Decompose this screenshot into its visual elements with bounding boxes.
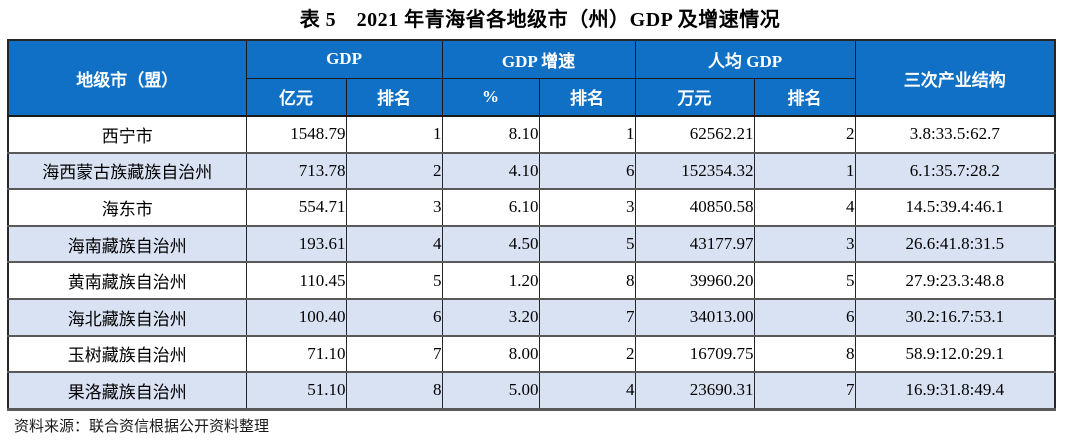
- per-capita-rank-cell: 1: [753, 151, 856, 190]
- per-capita-value-cell: 43177.97: [634, 224, 755, 263]
- per-capita-rank-cell: 6: [753, 297, 856, 336]
- per-capita-value-cell: 62562.21: [634, 115, 755, 153]
- source-note: 资料来源：联合资信根据公开资料整理: [14, 418, 270, 435]
- per-capita-value-cell: 23690.31: [634, 371, 755, 410]
- growth-value-cell: 4.50: [441, 224, 540, 263]
- table-body: 西宁市 1548.79 1 8.10 1 62562.21 2 3.8:33.5…: [7, 115, 1056, 410]
- gdp-value-cell: 51.10: [245, 371, 347, 410]
- industry-structure-cell: 27.9:23.3:48.8: [854, 261, 1056, 299]
- col-header-per-capita-unit: 万元: [634, 77, 755, 117]
- col-header-gdp-unit: 亿元: [245, 77, 347, 117]
- growth-rank-cell: 8: [538, 261, 636, 299]
- growth-rank-cell: 3: [538, 188, 636, 226]
- growth-value-cell: 3.20: [441, 297, 540, 336]
- gdp-value-cell: 193.61: [245, 224, 347, 263]
- per-capita-rank-cell: 5: [753, 261, 856, 299]
- table-row: 海西蒙古族藏族自治州 713.78 2 4.10 6 152354.32 1 6…: [7, 151, 1056, 190]
- gdp-value-cell: 713.78: [245, 151, 347, 190]
- per-capita-rank-cell: 8: [753, 334, 856, 373]
- col-group-gdp-growth: GDP 增速: [441, 39, 636, 79]
- growth-value-cell: 8.10: [441, 115, 540, 153]
- growth-value-cell: 4.10: [441, 151, 540, 190]
- gdp-rank-cell: 6: [345, 297, 443, 336]
- gdp-table: 地级市（盟） GDP GDP 增速 人均 GDP 三次产业结构 亿元 排名 % …: [7, 39, 1057, 411]
- growth-value-cell: 5.00: [441, 371, 540, 410]
- col-group-per-capita-gdp: 人均 GDP: [634, 39, 856, 79]
- growth-rank-cell: 6: [538, 151, 636, 190]
- industry-structure-cell: 58.9:12.0:29.1: [854, 334, 1056, 373]
- industry-structure-cell: 6.1:35.7:28.2: [854, 151, 1056, 190]
- per-capita-value-cell: 34013.00: [634, 297, 755, 336]
- table-row: 海南藏族自治州 193.61 4 4.50 5 43177.97 3 26.6:…: [7, 224, 1056, 263]
- industry-structure-cell: 16.9:31.8:49.4: [854, 371, 1056, 410]
- per-capita-value-cell: 152354.32: [634, 151, 755, 190]
- gdp-value-cell: 100.40: [245, 297, 347, 336]
- gdp-rank-cell: 1: [345, 115, 443, 153]
- gdp-value-cell: 1548.79: [245, 115, 347, 153]
- table-row: 果洛藏族自治州 51.10 8 5.00 4 23690.31 7 16.9:3…: [7, 371, 1056, 410]
- region-cell: 海北藏族自治州: [7, 297, 247, 336]
- growth-value-cell: 8.00: [441, 334, 540, 373]
- gdp-rank-cell: 2: [345, 151, 443, 190]
- per-capita-value-cell: 39960.20: [634, 261, 755, 299]
- growth-value-cell: 6.10: [441, 188, 540, 226]
- col-header-industry-structure: 三次产业结构: [854, 39, 1056, 117]
- col-header-region: 地级市（盟）: [7, 39, 247, 117]
- gdp-value-cell: 110.45: [245, 261, 347, 299]
- col-header-growth-unit: %: [441, 77, 540, 117]
- growth-rank-cell: 1: [538, 115, 636, 153]
- industry-structure-cell: 30.2:16.7:53.1: [854, 297, 1056, 336]
- growth-rank-cell: 4: [538, 371, 636, 410]
- gdp-value-cell: 71.10: [245, 334, 347, 373]
- table-header: 地级市（盟） GDP GDP 增速 人均 GDP 三次产业结构 亿元 排名 % …: [7, 39, 1056, 117]
- gdp-rank-cell: 8: [345, 371, 443, 410]
- gdp-rank-cell: 5: [345, 261, 443, 299]
- table-row: 海东市 554.71 3 6.10 3 40850.58 4 14.5:39.4…: [7, 188, 1056, 226]
- per-capita-rank-cell: 3: [753, 224, 856, 263]
- table-title: 表 5 2021 年青海省各地级市（州）GDP 及增速情况: [299, 9, 781, 31]
- industry-structure-cell: 14.5:39.4:46.1: [854, 188, 1056, 226]
- gdp-rank-cell: 7: [345, 334, 443, 373]
- gdp-value-cell: 554.71: [245, 188, 347, 226]
- region-cell: 海南藏族自治州: [7, 224, 247, 263]
- gdp-rank-cell: 3: [345, 188, 443, 226]
- region-cell: 海东市: [7, 188, 247, 226]
- industry-structure-cell: 3.8:33.5:62.7: [854, 115, 1056, 153]
- table-row: 西宁市 1548.79 1 8.10 1 62562.21 2 3.8:33.5…: [7, 115, 1056, 153]
- region-cell: 西宁市: [7, 115, 247, 153]
- per-capita-value-cell: 40850.58: [634, 188, 755, 226]
- col-group-gdp: GDP: [245, 39, 443, 79]
- per-capita-rank-cell: 2: [753, 115, 856, 153]
- growth-rank-cell: 5: [538, 224, 636, 263]
- table-row: 黄南藏族自治州 110.45 5 1.20 8 39960.20 5 27.9:…: [7, 261, 1056, 299]
- growth-rank-cell: 7: [538, 297, 636, 336]
- table-row: 海北藏族自治州 100.40 6 3.20 7 34013.00 6 30.2:…: [7, 297, 1056, 336]
- col-header-per-capita-rank: 排名: [753, 77, 856, 117]
- region-cell: 玉树藏族自治州: [7, 334, 247, 373]
- col-header-growth-rank: 排名: [538, 77, 636, 117]
- gdp-rank-cell: 4: [345, 224, 443, 263]
- industry-structure-cell: 26.6:41.8:31.5: [854, 224, 1056, 263]
- region-cell: 黄南藏族自治州: [7, 261, 247, 299]
- per-capita-rank-cell: 4: [753, 188, 856, 226]
- region-cell: 果洛藏族自治州: [7, 371, 247, 410]
- growth-value-cell: 1.20: [441, 261, 540, 299]
- table-row: 玉树藏族自治州 71.10 7 8.00 2 16709.75 8 58.9:1…: [7, 334, 1056, 373]
- col-header-gdp-rank: 排名: [345, 77, 443, 117]
- per-capita-rank-cell: 7: [753, 371, 856, 410]
- growth-rank-cell: 2: [538, 334, 636, 373]
- region-cell: 海西蒙古族藏族自治州: [7, 151, 247, 190]
- per-capita-value-cell: 16709.75: [634, 334, 755, 373]
